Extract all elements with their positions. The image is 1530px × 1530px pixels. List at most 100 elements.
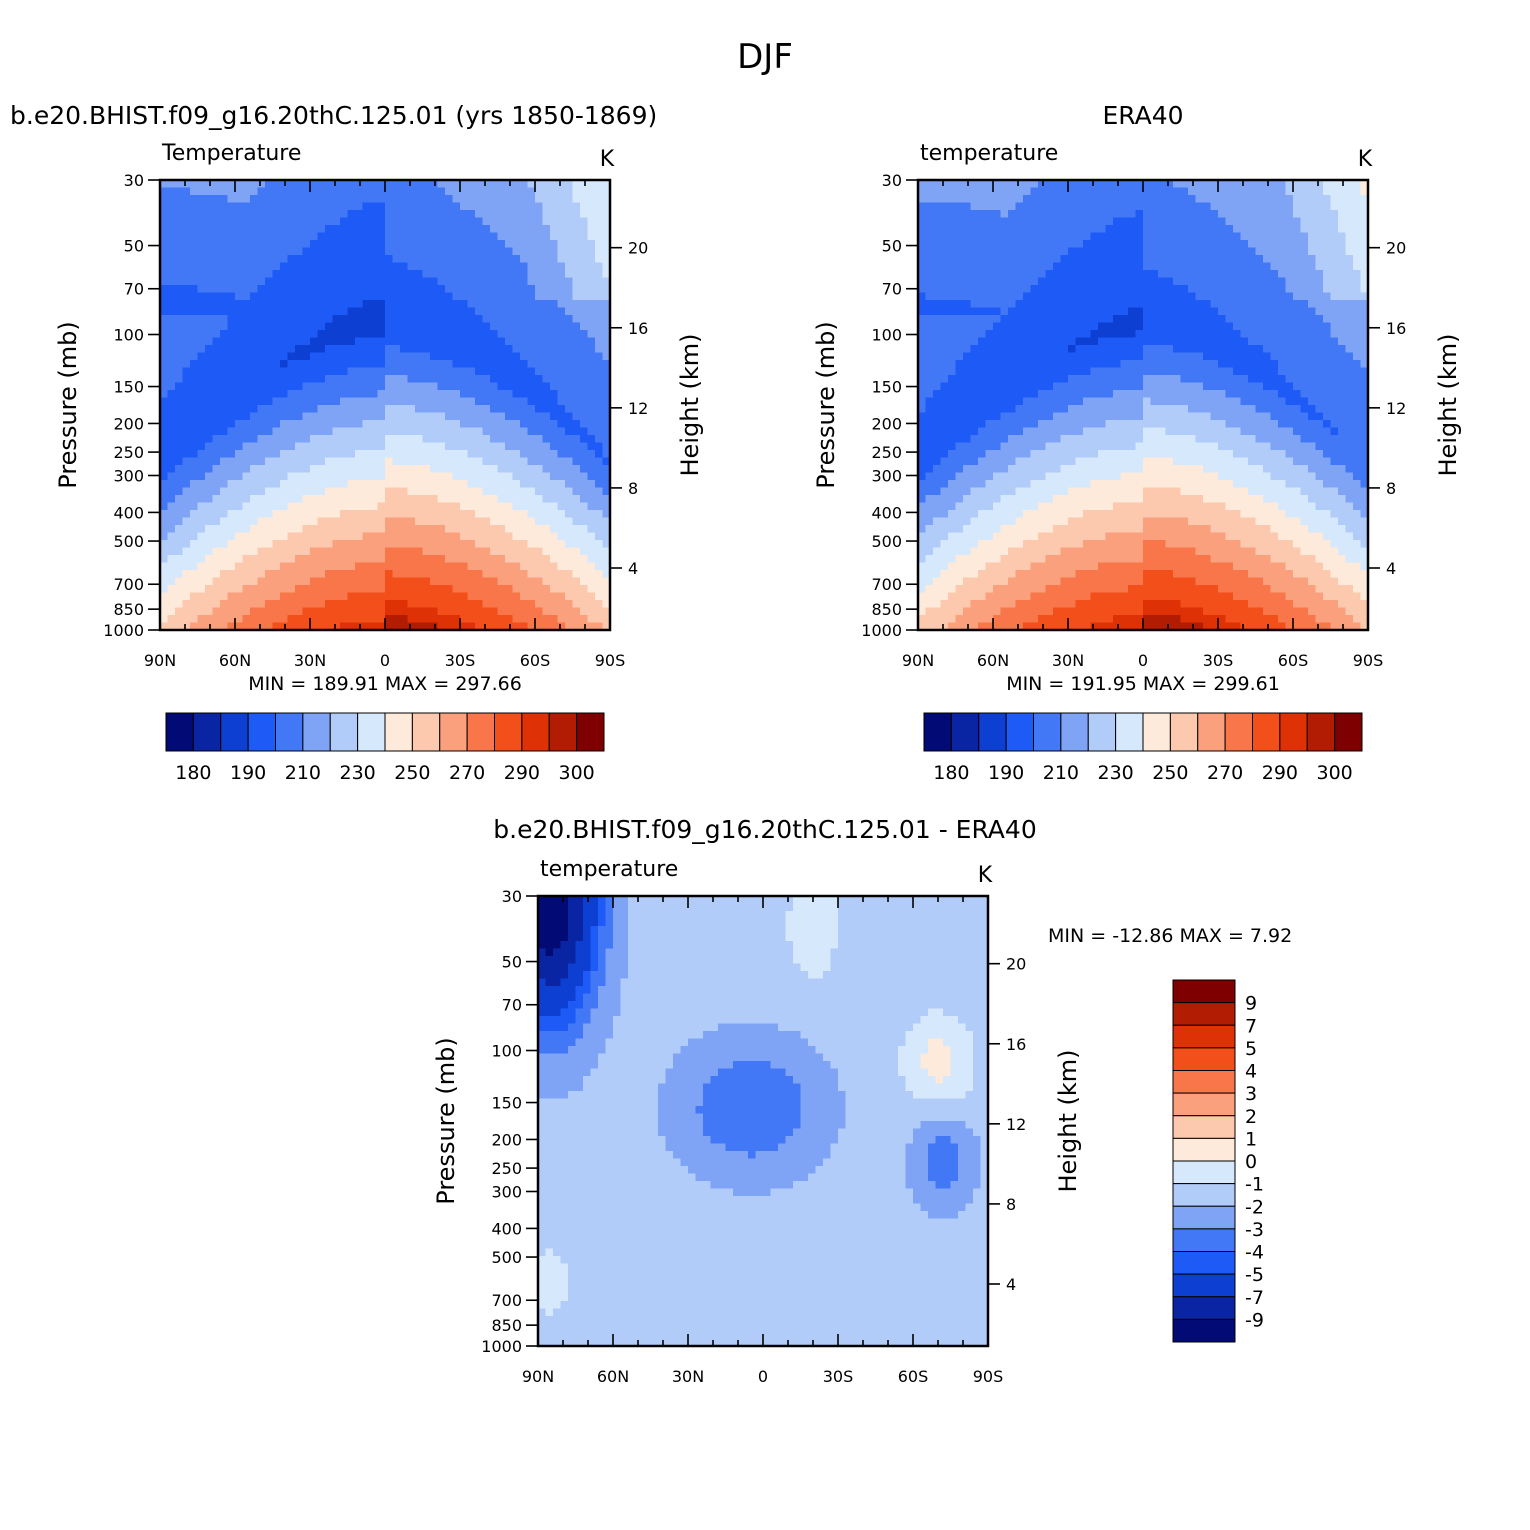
- contour-cell: [160, 345, 169, 354]
- contour-cell: [565, 517, 574, 526]
- contour-cell: [392, 465, 401, 474]
- contour-cell: [265, 502, 274, 511]
- contour-cell: [227, 195, 236, 204]
- contour-cell: [362, 465, 371, 474]
- contour-cell: [1060, 472, 1069, 481]
- contour-cell: [918, 427, 927, 436]
- contour-cell: [535, 570, 544, 579]
- contour-cell: [167, 195, 176, 204]
- contour-cell: [963, 270, 972, 279]
- contour-cell: [955, 187, 964, 196]
- contour-cell: [572, 502, 581, 511]
- contour-cell: [415, 307, 424, 316]
- contour-cell: [220, 292, 229, 301]
- contour-cell: [595, 547, 604, 556]
- contour-cell: [527, 457, 536, 466]
- contour-cell: [422, 390, 431, 399]
- contour-cell: [220, 427, 229, 436]
- contour-cell: [1045, 465, 1054, 474]
- contour-cell: [1060, 495, 1069, 504]
- contour-cell: [1030, 405, 1039, 414]
- contour-cell: [602, 337, 611, 346]
- contour-cell: [490, 247, 499, 256]
- contour-cell: [940, 367, 949, 376]
- contour-cell: [1053, 435, 1062, 444]
- contour-cell: [1030, 195, 1039, 204]
- contour-cell: [445, 502, 454, 511]
- contour-cell: [257, 540, 266, 549]
- contour-cell: [242, 195, 251, 204]
- contour-cell: [1068, 532, 1077, 541]
- contour-cell: [557, 472, 566, 481]
- contour-cell: [1008, 495, 1017, 504]
- contour-cell: [557, 382, 566, 391]
- contour-cell: [437, 382, 446, 391]
- contour-cell: [940, 600, 949, 609]
- contour-cell: [415, 300, 424, 309]
- contour-cell: [512, 382, 521, 391]
- contour-cell: [182, 615, 191, 624]
- contour-cell: [1030, 352, 1039, 361]
- contour-cell: [280, 195, 289, 204]
- contour-cell: [970, 525, 979, 534]
- contour-cell: [602, 517, 611, 526]
- contour-cell: [190, 315, 199, 324]
- contour-cell: [933, 337, 942, 346]
- contour-cell: [280, 330, 289, 339]
- contour-cell: [955, 562, 964, 571]
- contour-cell: [317, 225, 326, 234]
- contour-cell: [1075, 292, 1084, 301]
- contour-cell: [1068, 427, 1077, 436]
- contour-cell: [250, 510, 259, 519]
- contour-cell: [430, 540, 439, 549]
- contour-cell: [1045, 307, 1054, 316]
- contour-cell: [1030, 337, 1039, 346]
- contour-cell: [963, 330, 972, 339]
- contour-cell: [933, 307, 942, 316]
- contour-cell: [978, 307, 987, 316]
- colorbar-swatch: [220, 712, 249, 752]
- contour-cell: [520, 397, 529, 406]
- contour-cell: [497, 585, 506, 594]
- contour-cell: [415, 427, 424, 436]
- contour-cell: [445, 540, 454, 549]
- contour-cell: [933, 525, 942, 534]
- contour-cell: [190, 322, 199, 331]
- contour-cell: [572, 555, 581, 564]
- contour-cell: [557, 412, 566, 421]
- contour-cell: [340, 345, 349, 354]
- contour-cell: [1038, 202, 1047, 211]
- contour-cell: [415, 330, 424, 339]
- contour-cell: [235, 555, 244, 564]
- contour-cell: [1030, 307, 1039, 316]
- contour-cell: [175, 202, 184, 211]
- contour-cell: [392, 285, 401, 294]
- contour-cell: [1030, 465, 1039, 474]
- contour-cell: [272, 615, 281, 624]
- contour-cell: [437, 285, 446, 294]
- contour-cell: [385, 390, 394, 399]
- contour-cell: [572, 360, 581, 369]
- contour-cell: [557, 300, 566, 309]
- contour-cell: [490, 532, 499, 541]
- contour-cell: [317, 600, 326, 609]
- contour-cell: [1060, 502, 1069, 511]
- contour-cell: [272, 472, 281, 481]
- contour-cell: [482, 607, 491, 616]
- contour-cell: [160, 352, 169, 361]
- contour-cell: [280, 532, 289, 541]
- contour-cell: [490, 390, 499, 399]
- contour-cell: [978, 442, 987, 451]
- contour-cell: [257, 292, 266, 301]
- contour-cell: [948, 262, 957, 271]
- contour-cell: [400, 390, 409, 399]
- contour-cell: [340, 592, 349, 601]
- contour-cell: [993, 322, 1002, 331]
- contour-cell: [970, 547, 979, 556]
- contour-cell: [377, 322, 386, 331]
- contour-cell: [362, 300, 371, 309]
- contour-cell: [467, 225, 476, 234]
- contour-cell: [430, 607, 439, 616]
- contour-cell: [340, 555, 349, 564]
- contour-cell: [175, 615, 184, 624]
